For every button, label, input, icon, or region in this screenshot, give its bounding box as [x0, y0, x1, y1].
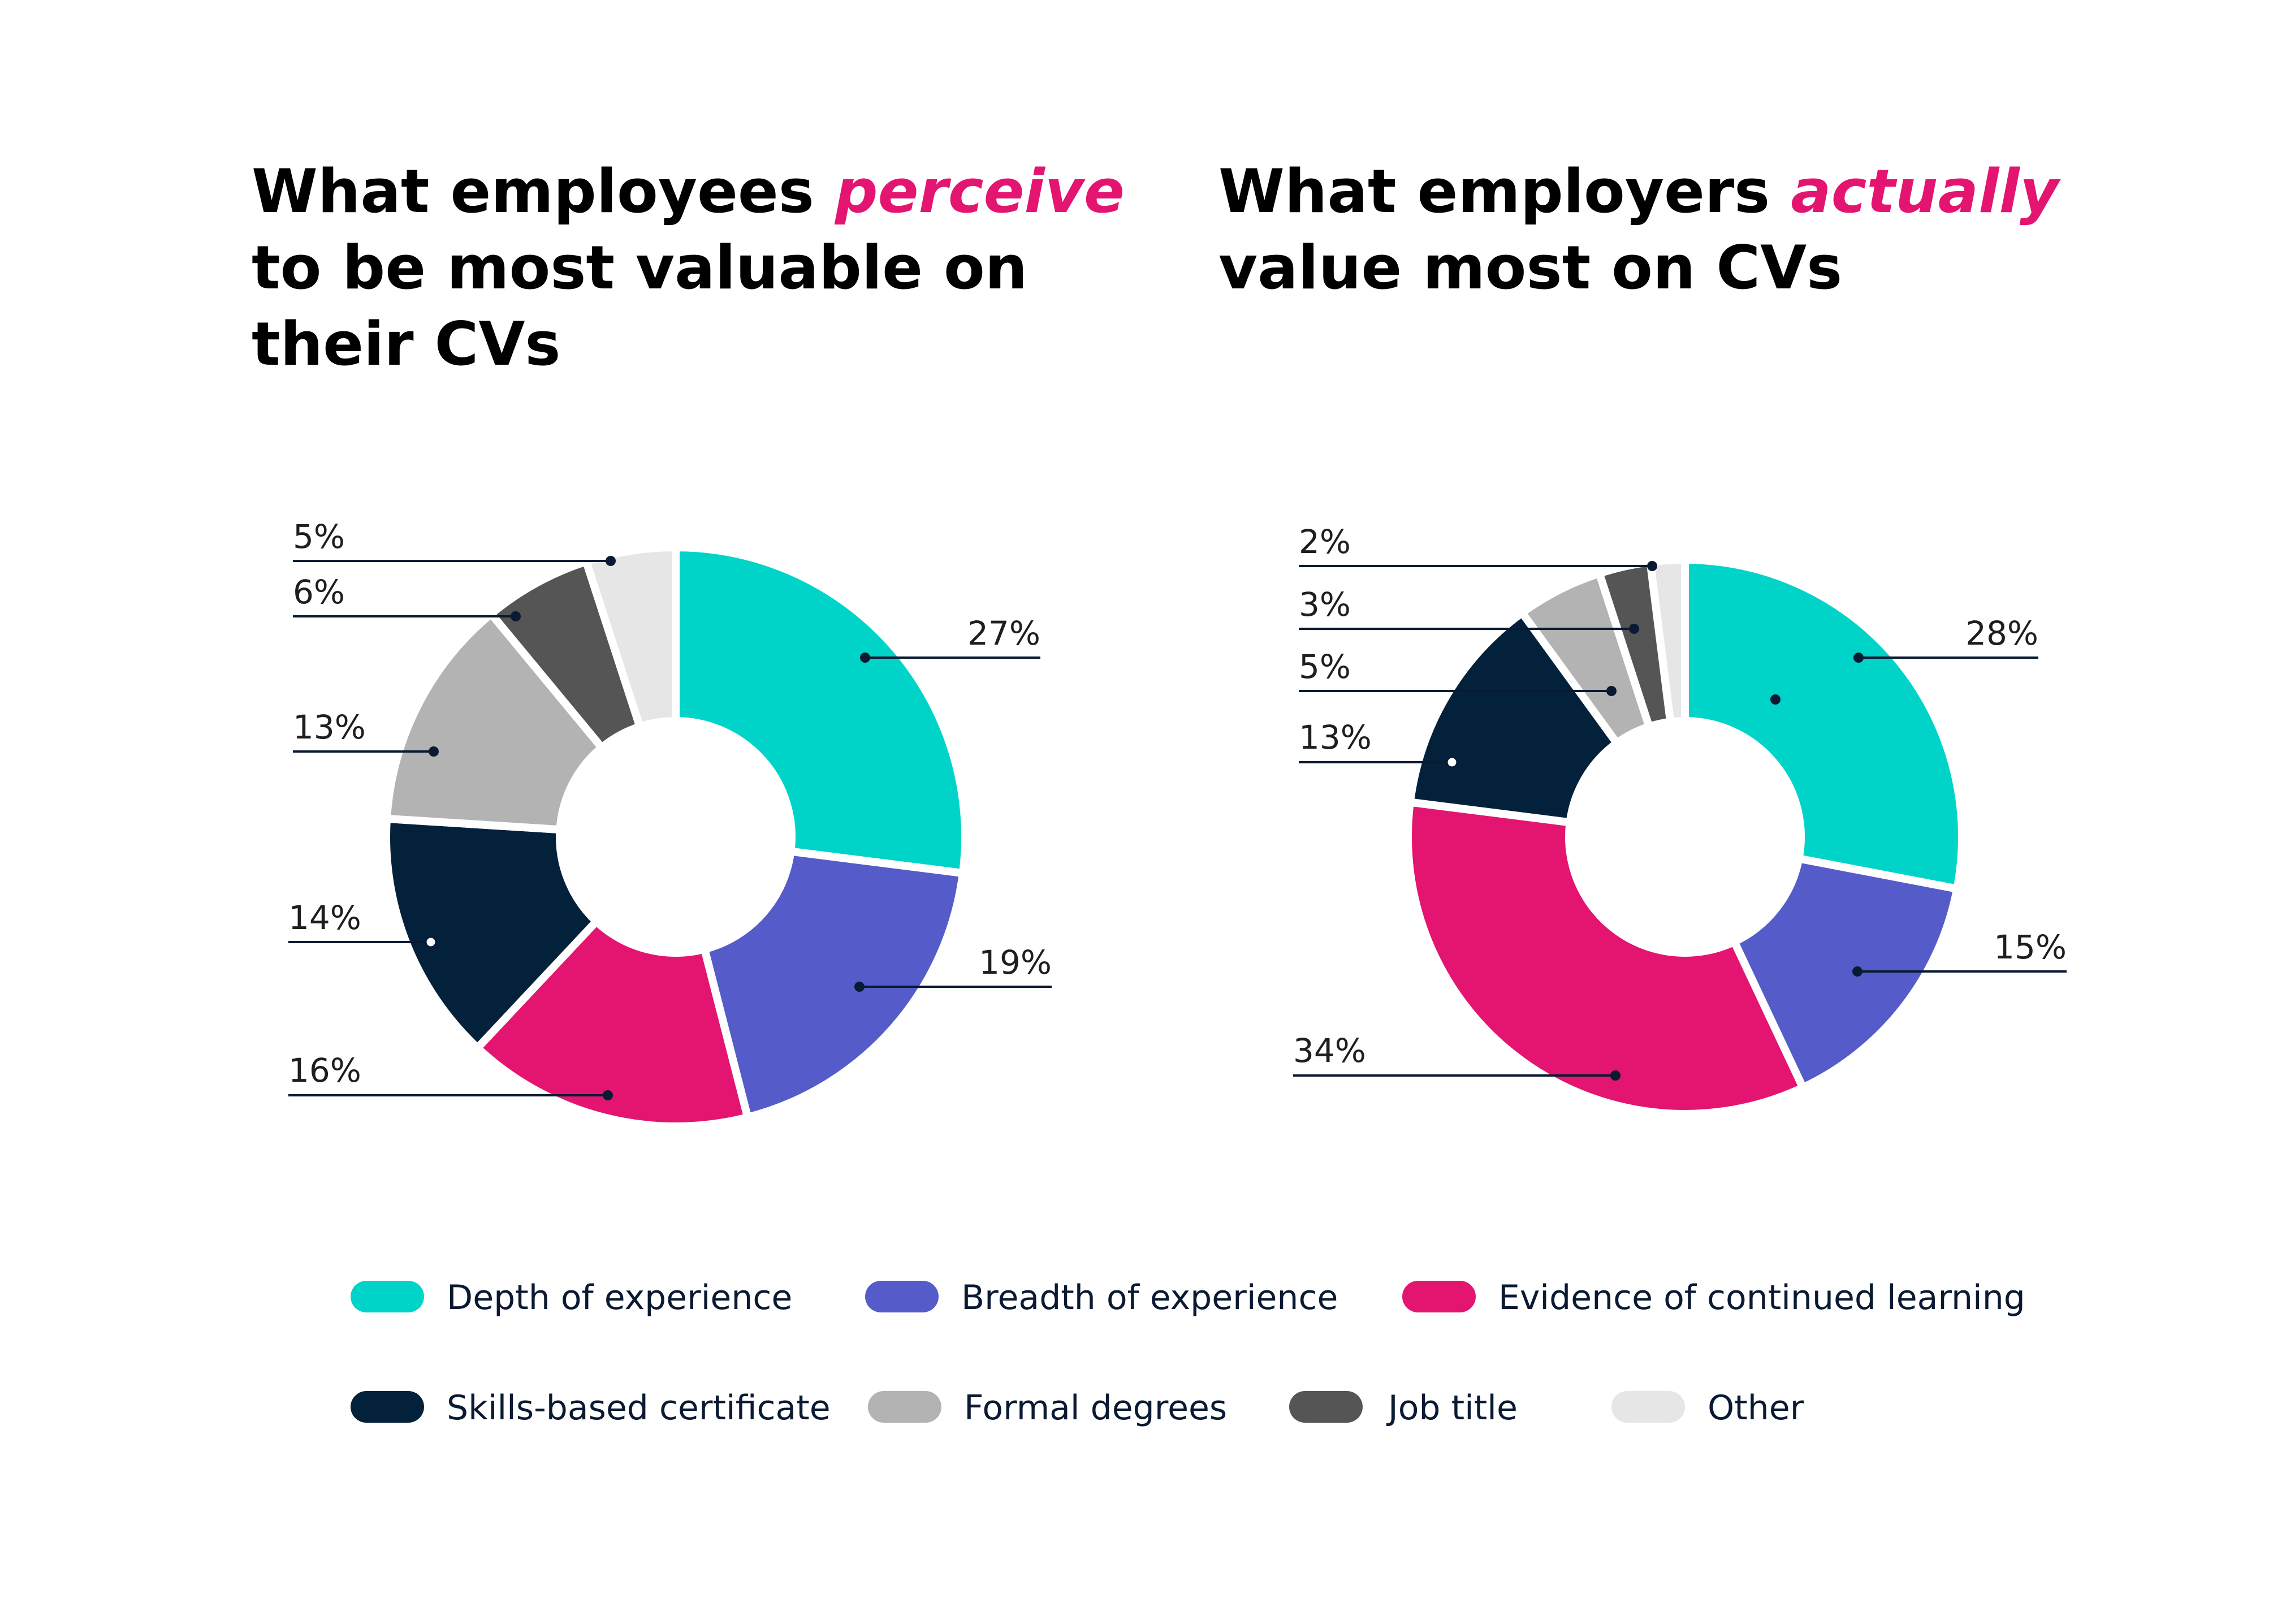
left-label-other: 5%	[293, 517, 345, 556]
left-label-skills-based-certificate: 14%	[288, 899, 361, 937]
legend-label-evidence-of-continued-learning: Evidence of continued learning	[1498, 1278, 2025, 1318]
right-slice-evidence-of-continued-learning	[1404, 797, 1808, 1118]
left-leader-dot-skills-based-certificate	[425, 936, 437, 948]
left-slice-evidence-of-continued-learning	[472, 915, 753, 1130]
left-leader-dot-formal-degrees	[429, 746, 439, 757]
legend-label-breadth-of-experience: Breadth of experience	[961, 1278, 1338, 1318]
left-slice-skills-based-certificate	[382, 814, 602, 1054]
right-leader-dot-other	[1647, 561, 1657, 571]
legend-swatch-other	[1611, 1391, 1685, 1423]
right-leader-dot-job-title	[1629, 624, 1639, 634]
legend-swatch-depth-of-experience	[351, 1281, 424, 1312]
left-title-accent: perceive	[834, 157, 1125, 226]
left-slice-depth-of-experience	[672, 543, 969, 878]
employers-value-donut	[1404, 555, 1966, 1118]
left-leader-dot-evidence-of-continued-learning	[603, 1090, 613, 1100]
left-leader-dot-other	[606, 556, 616, 566]
right-marker-dot-depth-of-experience	[1770, 694, 1781, 705]
left-chart-title: What employees perceive to be most valua…	[252, 157, 1146, 379]
legend-swatch-evidence-of-continued-learning	[1402, 1281, 1476, 1312]
employers-value-callouts: 28% 15% 34% 13% 5% 3% 2%	[1293, 522, 2067, 1081]
left-leader-dot-depth-of-experience	[860, 653, 870, 663]
right-label-depth-of-experience: 28%	[1965, 614, 2038, 653]
right-slice-depth-of-experience	[1681, 555, 1966, 894]
right-title-prefix: What employers	[1218, 157, 1791, 226]
legend-label-depth-of-experience: Depth of experience	[447, 1278, 792, 1318]
left-slice-formal-degrees	[382, 608, 608, 834]
right-leader-dot-formal-degrees	[1606, 686, 1617, 696]
right-leader-dot-breadth-of-experience	[1852, 966, 1862, 977]
right-slice-breadth-of-experience	[1728, 854, 1962, 1093]
legend-label-skills-based-certificate: Skills-based certificate	[447, 1388, 831, 1428]
left-label-job-title: 6%	[293, 573, 345, 611]
left-leader-dot-breadth-of-experience	[854, 982, 865, 992]
left-title-prefix: What employees	[252, 157, 835, 226]
right-label-skills-based-certificate: 13%	[1299, 718, 1372, 757]
employees-perceive-callouts: 27% 19% 16% 14% 13% 6% 5%	[288, 517, 1052, 1100]
right-chart-title: What employers actually value most on CV…	[1218, 157, 2080, 303]
right-title-accent: actually	[1791, 157, 2061, 226]
left-label-depth-of-experience: 27%	[967, 614, 1040, 653]
right-leader-dot-skills-based-certificate	[1446, 756, 1458, 768]
right-label-evidence-of-continued-learning: 34%	[1293, 1031, 1366, 1070]
right-slice-skills-based-certificate	[1406, 607, 1623, 827]
right-leader-dot-evidence-of-continued-learning	[1610, 1070, 1620, 1081]
left-label-evidence-of-continued-learning: 16%	[288, 1051, 361, 1090]
right-label-job-title: 3%	[1299, 585, 1351, 624]
right-label-formal-degrees: 5%	[1299, 647, 1351, 686]
legend: Depth of experience Breadth of experience…	[351, 1278, 2025, 1428]
legend-label-job-title: Job title	[1386, 1388, 1518, 1428]
legend-label-other: Other	[1708, 1388, 1804, 1428]
right-label-other: 2%	[1299, 522, 1351, 561]
left-slice-other	[581, 543, 680, 732]
legend-label-formal-degrees: Formal degrees	[964, 1388, 1227, 1428]
left-title-line2: to be most valuable on	[252, 233, 1027, 303]
left-label-formal-degrees: 13%	[293, 708, 366, 746]
right-title-line2: value most on CVs	[1218, 233, 1842, 303]
employees-perceive-donut	[382, 543, 969, 1130]
left-label-breadth-of-experience: 19%	[979, 943, 1052, 982]
right-slice-other	[1645, 555, 1689, 727]
left-title-line3: their CVs	[252, 309, 560, 379]
legend-swatch-job-title	[1289, 1391, 1363, 1423]
left-leader-dot-job-title	[511, 611, 521, 621]
legend-swatch-skills-based-certificate	[351, 1391, 424, 1423]
right-leader-dot-depth-of-experience	[1853, 653, 1864, 663]
right-label-breadth-of-experience: 15%	[1994, 928, 2067, 966]
legend-swatch-breadth-of-experience	[865, 1281, 939, 1312]
left-slice-breadth-of-experience	[699, 846, 967, 1122]
legend-swatch-formal-degrees	[868, 1391, 941, 1423]
